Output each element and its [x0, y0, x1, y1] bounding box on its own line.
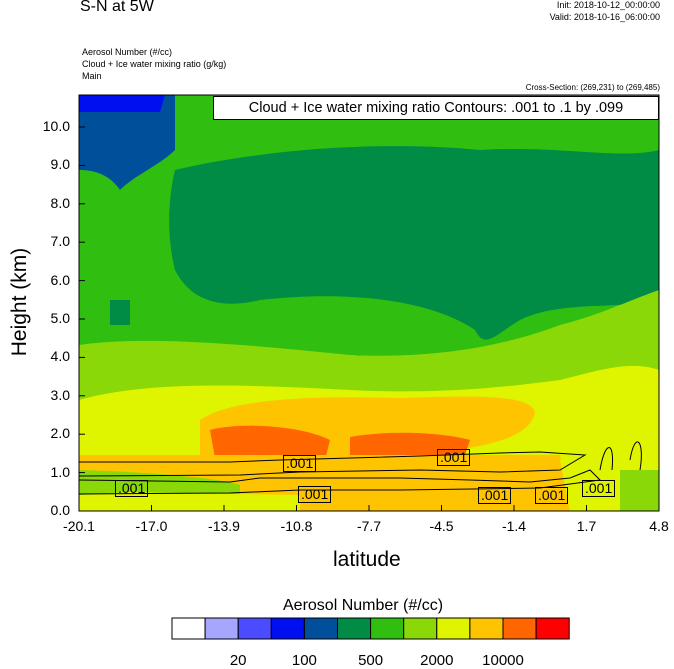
- y-axis-label: Height (km): [8, 247, 31, 357]
- plot-title: S-N at 5W: [80, 0, 154, 15]
- y-tick-label: 8.0: [50, 194, 70, 211]
- x-tick-label: -13.9: [208, 518, 240, 534]
- contour-label: .001: [115, 480, 149, 497]
- colorbar-swatch: [270, 617, 305, 640]
- contour-title-box: Cloud + Ice water mixing ratio Contours:…: [213, 96, 659, 120]
- y-tick-label: 7.0: [50, 233, 70, 250]
- contour-label: .001: [478, 487, 512, 504]
- y-tick-label: 10.0: [42, 118, 70, 134]
- x-tick-label: -17.0: [135, 518, 168, 534]
- colorbar-label: 500: [358, 652, 384, 669]
- valid-time: Valid: 2018-10-16_06:00:00: [549, 12, 660, 22]
- colorbar-label: 100: [291, 652, 317, 669]
- y-tick-label: 0.0: [50, 502, 70, 518]
- colorbar-swatch: [403, 617, 438, 640]
- colorbar-label: 2000: [420, 652, 454, 669]
- y-tick-label: 6.0: [50, 271, 70, 288]
- colorbar-swatch: [337, 617, 372, 640]
- colorbar-swatch: [370, 617, 405, 640]
- x-tick-label: 1.7: [576, 518, 597, 534]
- contour-label: .001: [535, 487, 569, 504]
- colorbar-swatch: [535, 617, 570, 640]
- aerosol-field: [79, 95, 659, 511]
- colorbar-title: Aerosol Number (#/cc): [283, 597, 444, 614]
- y-tick-label: 2.0: [50, 425, 70, 442]
- colorbar-swatch: [303, 617, 338, 640]
- x-tick-label: -1.4: [501, 518, 527, 534]
- axis-ticks: [78, 126, 660, 512]
- colorbar-swatch: [204, 617, 239, 640]
- x-axis-label: latitude: [333, 548, 401, 571]
- y-tick-label: 9.0: [50, 156, 70, 173]
- colorbar-swatch: [171, 617, 206, 640]
- colorbar-label: 20: [229, 652, 247, 669]
- x-tick-label: 4.8: [649, 518, 669, 534]
- colorbar-label: 10000: [482, 652, 524, 669]
- field-label-cloud: Cloud + Ice water mixing ratio (g/kg): [82, 59, 227, 69]
- contour-label: .001: [582, 480, 616, 497]
- colorbar-swatch: [237, 617, 272, 640]
- x-tick-label: -7.7: [356, 518, 382, 534]
- colorbar-swatch: [502, 617, 537, 640]
- y-tick-label: 5.0: [50, 310, 70, 326]
- y-tick-label: 1.0: [50, 463, 70, 480]
- y-tick-label: 3.0: [50, 386, 70, 403]
- colorbar: [171, 617, 570, 640]
- init-time: Init: 2018-10-12_00:00:00: [556, 0, 660, 10]
- x-tick-label: -20.1: [63, 518, 95, 534]
- contour-label: .001: [298, 486, 332, 503]
- cross-section-label: Cross-Section: (269,231) to (269,485): [525, 83, 660, 92]
- contour-label: .001: [283, 455, 317, 472]
- y-tick-label: 4.0: [50, 348, 70, 365]
- cloud-contours: [79, 441, 642, 495]
- field-label-main: Main: [82, 71, 102, 81]
- x-tick-label: -4.5: [429, 518, 454, 534]
- contour-label: .001: [437, 449, 471, 466]
- field-label-aerosol: Aerosol Number (#/cc): [82, 47, 173, 57]
- colorbar-swatch: [469, 617, 504, 640]
- colorbar-swatch: [436, 617, 471, 640]
- x-tick-label: -10.8: [280, 518, 313, 534]
